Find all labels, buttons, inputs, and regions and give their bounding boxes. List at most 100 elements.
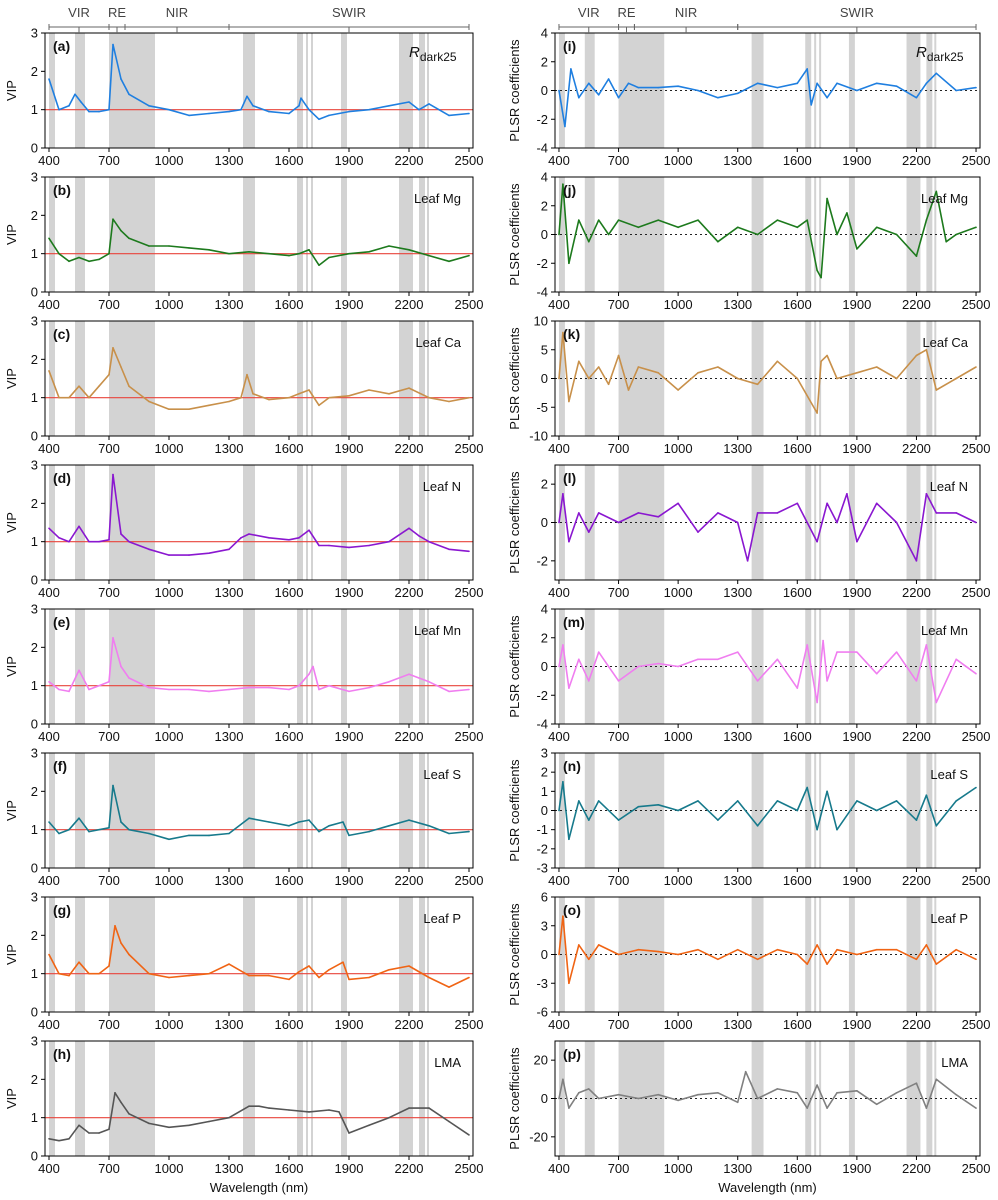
panel-k-point-21	[836, 377, 838, 380]
panel-o-point-21	[875, 948, 878, 951]
panel-e-point-22	[328, 684, 330, 687]
panel-p-point-17	[806, 1107, 809, 1109]
panel-c-point-9	[128, 385, 130, 387]
panel-g-point-18	[298, 970, 300, 973]
panel-e-band-4	[297, 609, 303, 724]
panel-h-point-22	[348, 1132, 350, 1134]
panel-l-point-2	[568, 540, 570, 543]
panel-a-xtick-label-1: 700	[98, 153, 120, 168]
panel-b-band-7	[341, 177, 347, 292]
region-label-vir-col-2: VIR	[578, 5, 600, 20]
panel-c-point-10	[148, 400, 150, 403]
panel-i-point-19	[810, 104, 812, 106]
panel-h-point-28	[468, 1134, 470, 1136]
panel-m-point-18	[816, 701, 818, 704]
panel-g-point-24	[368, 976, 370, 979]
panel-n-point-23	[915, 819, 918, 821]
panel-o-band-9	[926, 897, 933, 1012]
panel-b-point-16	[268, 252, 270, 255]
panel-k-point-29	[975, 366, 977, 368]
panel-n-ytick-label-5: 2	[541, 765, 548, 780]
panel-e-band-9	[419, 609, 425, 724]
panel-c-band-10	[427, 321, 429, 436]
panel-l-point-10	[697, 531, 699, 533]
panel-m-point-21	[836, 651, 838, 653]
panel-j-point-11	[697, 219, 699, 221]
panel-a-band-5	[306, 33, 308, 148]
panel-b-band-3	[243, 177, 255, 292]
panel-l-point-6	[617, 521, 620, 524]
panel-f-band-3	[243, 753, 255, 868]
panel-a-point-16	[240, 108, 242, 111]
panel-m-point-26	[925, 644, 928, 646]
panel-l-point-25	[925, 492, 928, 495]
panel-m-point-24	[895, 651, 898, 653]
panel-m-annotation: Leaf Mn	[921, 623, 968, 638]
panel-c-point-29	[448, 400, 450, 403]
panel-e-point-4	[88, 688, 90, 691]
panel-g-band-5	[306, 897, 308, 1012]
panel-j-point-16	[796, 226, 799, 229]
panel-i-band-3	[751, 33, 764, 148]
panel-d-point-24	[368, 544, 370, 547]
panel-f-band-4	[297, 753, 303, 868]
panel-f-xtick-label-0: 400	[38, 873, 60, 888]
panel-a-point-29	[408, 101, 410, 103]
panel-c-frame	[44, 320, 474, 437]
panel-d-xtick-label-7: 2500	[455, 585, 484, 600]
panel-l-point-28	[975, 521, 977, 524]
x-axis-title-col-2: Wavelength (nm)	[718, 1180, 817, 1195]
panel-d-point-9	[128, 540, 130, 543]
panel-k-ytick-label-0: -10	[529, 429, 548, 444]
panel-d-point-14	[228, 548, 230, 551]
panel-k-point-8	[627, 389, 630, 391]
panel-o-point-8	[657, 950, 660, 953]
panel-g-band-7	[341, 897, 347, 1012]
panel-h-point-10	[148, 1122, 150, 1125]
panel-f-point-13	[208, 834, 210, 837]
panel-f-point-17	[288, 825, 290, 827]
panel-o-point-15	[796, 953, 799, 956]
panel-a-band-6	[311, 33, 313, 148]
panel-m-point-29	[975, 672, 977, 675]
panel-e-point-2	[68, 690, 70, 693]
panel-a-xtick-label-2: 1000	[155, 153, 184, 168]
panel-i-point-18	[806, 68, 809, 70]
panel-b-point-19	[308, 249, 310, 251]
panel-j-annotation: Leaf Mg	[921, 191, 968, 206]
panel-p-point-7	[637, 1097, 640, 1100]
panel-e-point-26	[408, 673, 410, 675]
panel-d-point-4	[88, 540, 90, 543]
panel-c-point-26	[388, 393, 390, 395]
panel-d-point-20	[308, 529, 310, 531]
panel-k-ytick-label-3: 5	[541, 342, 548, 357]
panel-a-band-1	[75, 33, 85, 148]
panel-f-point-7	[112, 784, 114, 787]
panel-d-y-axis-title: VIP	[4, 512, 19, 533]
panel-i-point-0	[558, 89, 560, 92]
panel-m-point-15	[776, 658, 779, 661]
panel-i-ytick-label-4: 4	[541, 26, 548, 41]
panel-c-band-6	[311, 321, 313, 436]
panel-b-point-20	[318, 264, 320, 266]
panel-p-point-25	[925, 1107, 928, 1109]
panel-e-point-15	[248, 686, 250, 689]
region-label-nir-col-2: NIR	[675, 5, 697, 20]
panel-p-point-0	[558, 1097, 560, 1100]
panel-d-band-3	[243, 465, 255, 580]
panel-a-point-25	[328, 114, 330, 117]
panel-m-point-23	[875, 672, 878, 675]
panel-c-ytick-label-2: 2	[31, 352, 38, 367]
panel-o-band-3	[751, 897, 764, 1012]
panel-j-point-18	[816, 269, 818, 272]
panel-m-point-4	[587, 680, 590, 682]
panel-b-point-18	[298, 252, 300, 255]
panel-m-xtick-label-5: 1900	[842, 729, 871, 744]
panel-g-point-4	[88, 972, 90, 975]
panel-g-point-15	[248, 974, 250, 977]
panel-g-point-22	[342, 961, 344, 963]
panel-l-annotation: Leaf N	[930, 479, 968, 494]
panel-i-point-17	[796, 82, 799, 85]
panel-p-ytick-label-1: 0	[541, 1091, 548, 1106]
panel-n-point-15	[796, 809, 799, 812]
